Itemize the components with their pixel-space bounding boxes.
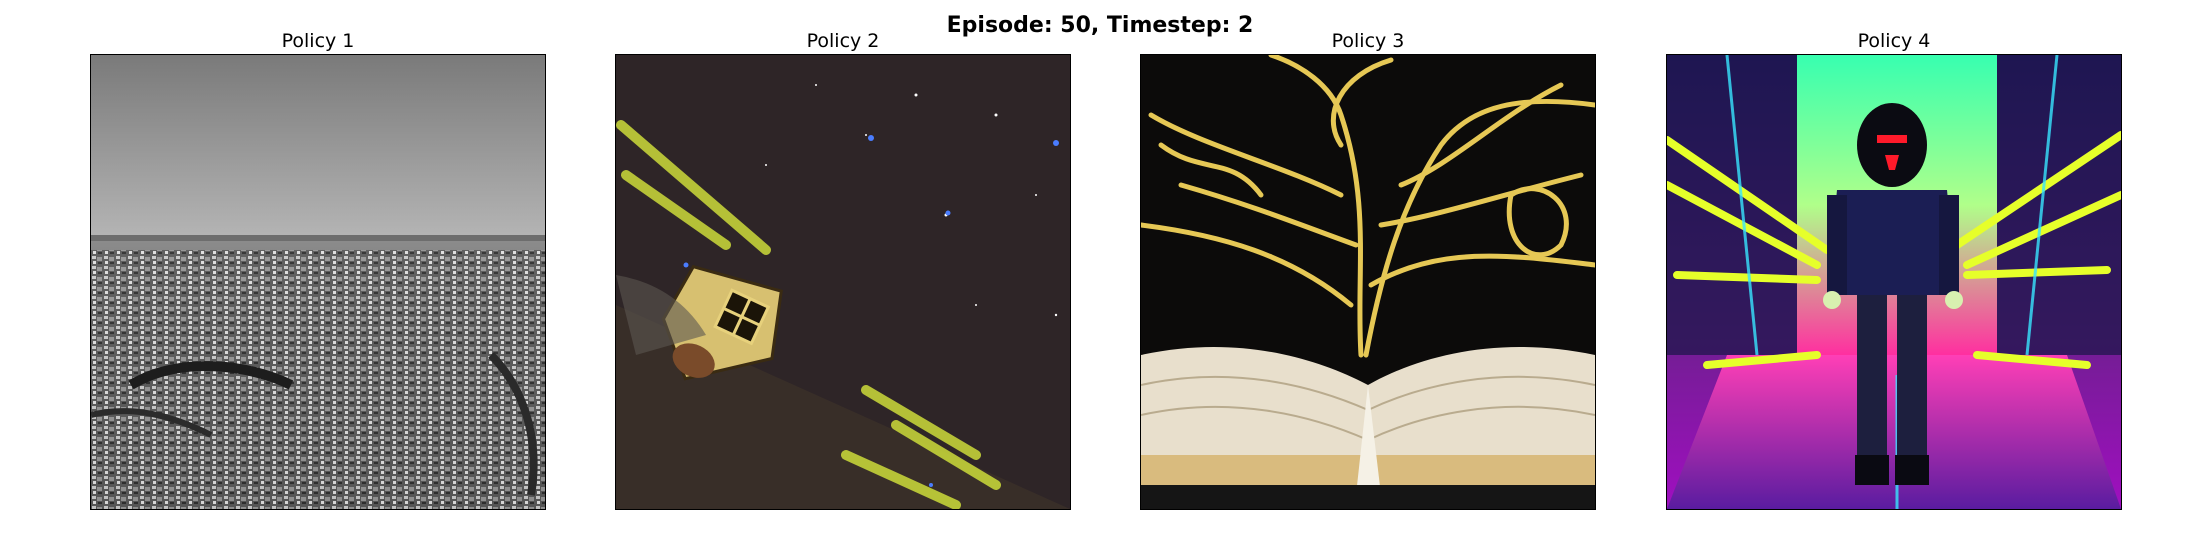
policy-2-image-frame (615, 54, 1071, 510)
panel-title: Policy 2 (615, 28, 1071, 54)
policy-panel-2: Policy 2 (615, 28, 1071, 510)
glowing-book-image (1141, 55, 1595, 509)
policy-panel-4: Policy 4 (1666, 28, 2122, 510)
space-ship-image (616, 55, 1070, 509)
aerial-city-image (91, 55, 545, 509)
policy-3-image-frame (1140, 54, 1596, 510)
panel-title: Policy 4 (1666, 28, 2122, 54)
cyberpunk-figure-image (1667, 55, 2121, 509)
policy-panel-3: Policy 3 (1140, 28, 1596, 510)
policy-panel-1: Policy 1 (90, 28, 546, 510)
policy-1-image-frame (90, 54, 546, 510)
panel-title: Policy 1 (90, 28, 546, 54)
policy-4-image-frame (1666, 54, 2122, 510)
panel-title: Policy 3 (1140, 28, 1596, 54)
